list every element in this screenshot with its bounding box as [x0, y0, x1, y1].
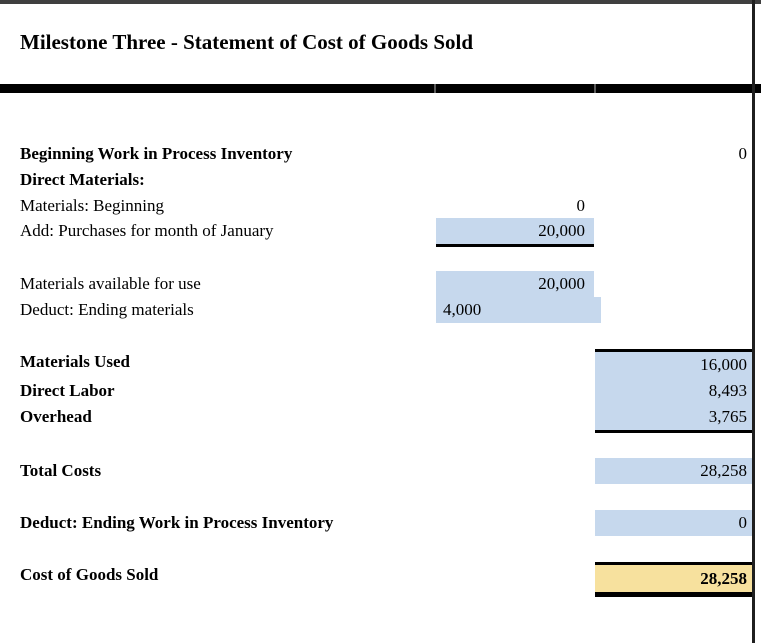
row-value-cell[interactable]: 0 [595, 510, 754, 536]
statement-row: Direct Materials: [0, 167, 761, 193]
title-divider-rule [0, 84, 761, 93]
row-label: Total Costs [20, 461, 102, 480]
row-label: Direct Materials: [20, 170, 145, 189]
statement-row: Add: Purchases for month of January 20,00… [0, 218, 761, 247]
row-value-cell[interactable]: 4,000 [436, 297, 601, 323]
grid-column-gap [594, 84, 596, 93]
row-label: Materials available for use [20, 274, 201, 293]
statement-row: Beginning Work in Process Inventory 0 [0, 141, 761, 167]
row-value-cell[interactable]: 0 [738, 144, 748, 163]
row-value-cell[interactable]: 28,258 [595, 458, 754, 484]
statement-row: Materials available for use 20,000 [0, 271, 761, 297]
row-label: Deduct: Ending Work in Process Inventory [20, 513, 334, 532]
statement-row: Overhead 3,765 [0, 404, 761, 433]
statement-row: Total Costs 28,258 [0, 458, 761, 484]
sheet-right-border [752, 0, 755, 643]
row-label: Cost of Goods Sold [20, 565, 159, 584]
grid-column-gap [434, 84, 436, 93]
statement-title: Milestone Three - Statement of Cost of G… [20, 30, 474, 54]
row-value-cell[interactable]: 16,000 [595, 349, 754, 378]
statement-row: Direct Labor 8,493 [0, 378, 761, 404]
row-label: Materials: Beginning [20, 196, 165, 215]
sheet-top-border [0, 0, 761, 4]
row-value-cell[interactable]: 8,493 [595, 378, 754, 404]
row-label: Deduct: Ending materials [20, 300, 194, 319]
row-value-cell[interactable]: 0 [576, 196, 586, 215]
statement-row: Materials: Beginning 0 [0, 193, 761, 219]
statement-row: Materials Used 16,000 [0, 349, 761, 378]
row-label: Materials Used [20, 352, 131, 371]
row-value-cell[interactable]: 28,258 [595, 562, 754, 597]
statement-row: Cost of Goods Sold 28,258 [0, 562, 761, 597]
statement-row: Deduct: Ending Work in Process Inventory… [0, 510, 761, 536]
row-label: Overhead [20, 407, 92, 426]
row-value-cell[interactable]: 20,000 [436, 271, 594, 297]
row-value-cell[interactable]: 3,765 [595, 404, 754, 433]
row-value-cell[interactable]: 20,000 [436, 218, 594, 247]
statement-row: Deduct: Ending materials 4,000 [0, 297, 761, 323]
row-label: Beginning Work in Process Inventory [20, 144, 293, 163]
row-label: Direct Labor [20, 381, 115, 400]
row-label: Add: Purchases for month of January [20, 221, 274, 240]
